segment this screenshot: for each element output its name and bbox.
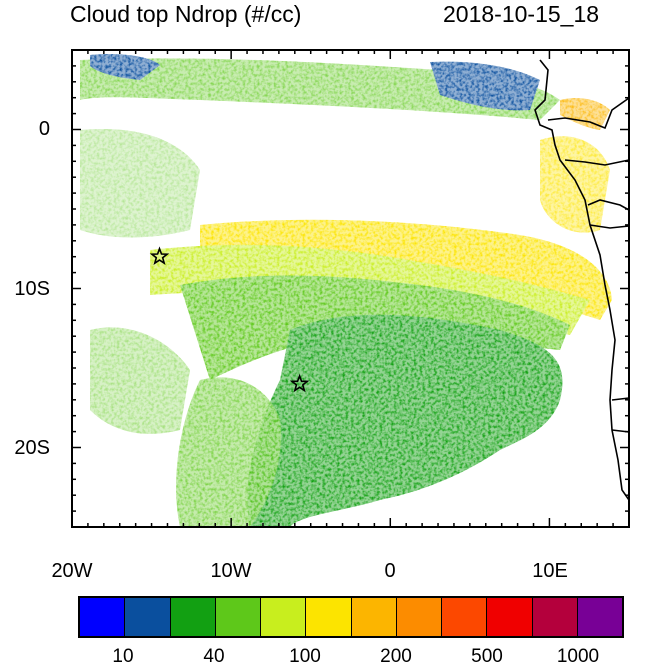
colorbar-label: 500 (471, 646, 503, 667)
colorbar-label: 200 (380, 646, 412, 667)
colorbar-swatch (125, 598, 171, 636)
x-tick-label: 20W (51, 560, 93, 582)
axis-ticks (71, 49, 630, 528)
colorbar-swatch (80, 598, 126, 636)
colorbar-swatch (487, 598, 533, 636)
y-tick-label: 20S (14, 437, 50, 459)
star-marker (289, 373, 310, 393)
colorbar-swatch (351, 598, 397, 636)
map-timestamp: 2018-10-15_18 (443, 1, 600, 27)
x-tick-label: 0 (384, 560, 396, 582)
colorbar-label: 10 (112, 646, 134, 667)
colorbar-swatch (396, 598, 442, 636)
colorbar (78, 596, 624, 638)
colorbar-swatch (532, 598, 578, 636)
colorbar-label: 1000 (556, 646, 600, 667)
marker-layer (149, 246, 310, 393)
colorbar-swatch (577, 598, 622, 636)
colorbar-swatch (170, 598, 216, 636)
colorbar-label: 40 (203, 646, 225, 667)
y-tick-label: 0 (38, 118, 50, 140)
colorbar-swatch (215, 598, 261, 636)
map-title: Cloud top Ndrop (#/cc) (70, 1, 302, 27)
coastline (534, 59, 630, 501)
colorbar-label: 100 (289, 646, 321, 667)
colorbar-swatch (306, 598, 352, 636)
colorbar-swatch (442, 598, 488, 636)
x-tick-label: 10W (210, 560, 252, 582)
x-tick-label: 10E (532, 560, 568, 582)
y-tick-label: 10S (14, 278, 50, 300)
star-marker (149, 246, 170, 266)
colorbar-swatch (261, 598, 307, 636)
